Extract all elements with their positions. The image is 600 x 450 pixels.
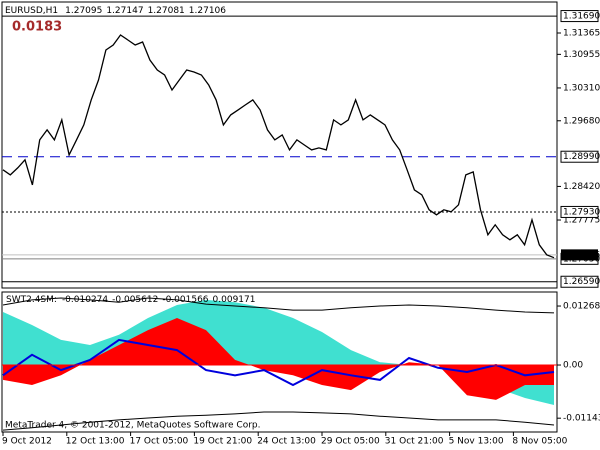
y-tick-label: 1.29680 — [563, 116, 600, 126]
current-price-box — [561, 249, 598, 261]
x-tick-label: 5 Nov 13:00 — [449, 437, 504, 447]
indicator-area — [3, 318, 554, 400]
x-tick-label: 31 Oct 21:00 — [385, 437, 444, 447]
level-label: 1.28990 — [563, 152, 600, 162]
x-tick-label: 29 Oct 05:00 — [321, 437, 380, 447]
ohlc-value: 1.27081 — [148, 6, 185, 16]
level-label-box — [560, 205, 599, 218]
indicator-line — [2, 411, 555, 431]
level-label: 1.27930 — [563, 207, 600, 217]
x-tick-label: 8 Nov 05:00 — [512, 437, 567, 447]
level-label: 1.26590 — [563, 277, 600, 287]
indicator-header: SWT2.4SM: -0.010274 -0.005612 -0.001566 0.00… — [6, 295, 256, 305]
level-label-box — [560, 275, 599, 288]
y-tick-label: 0.012684 — [563, 302, 600, 312]
indicator-panel — [1, 291, 558, 433]
current-price-label: 1.27106 — [563, 250, 600, 260]
x-tick-label: 24 Oct 13:00 — [257, 437, 316, 447]
x-tick-label: 12 Oct 13:00 — [66, 437, 125, 447]
level-label: 1.31690 — [563, 12, 600, 22]
y-tick-label: 1.30310 — [563, 83, 600, 93]
y-tick-label: 1.28420 — [563, 182, 600, 192]
y-tick-label: 0.00 — [563, 361, 583, 371]
x-tick-label: 17 Oct 05:00 — [130, 437, 189, 447]
level-label-box — [560, 10, 599, 23]
indicator-reading: 0.009171 — [213, 295, 256, 305]
price-panel — [1, 1, 558, 289]
indicator-line — [2, 338, 555, 387]
ohlc-value: 1.27147 — [106, 6, 143, 16]
spread-annotation: 0.0183 — [12, 20, 62, 35]
level-label-box — [560, 150, 599, 163]
chart-header: EURUSD,H1 1.27095 1.27147 1.27081 1.27106 — [5, 6, 226, 16]
symbol: EURUSD,H1 — [5, 6, 58, 16]
indicator-line — [2, 297, 555, 314]
indicator-name: SWT2.4SM: — [6, 295, 57, 305]
y-tick-label: -0.01143 — [563, 414, 600, 424]
indicator-reading: -0.001566 — [162, 295, 208, 305]
indicator-reading: -0.005612 — [112, 295, 158, 305]
x-tick-label: 19 Oct 21:00 — [193, 437, 252, 447]
indicator-reading: -0.010274 — [62, 295, 108, 305]
indicator-area — [3, 299, 554, 405]
ohlc-value: 1.27106 — [189, 6, 226, 16]
y-tick-label: 1.31365 — [563, 28, 600, 38]
x-tick-label: 9 Oct 2012 — [2, 437, 52, 447]
ohlc-value: 1.27095 — [65, 6, 102, 16]
y-tick-label: 1.30955 — [563, 50, 600, 60]
y-tick-label: 1.27775 — [563, 216, 600, 226]
price-line — [2, 34, 555, 259]
footer: MetaTrader 4, © 2001-2012, MetaQuotes So… — [5, 421, 261, 431]
